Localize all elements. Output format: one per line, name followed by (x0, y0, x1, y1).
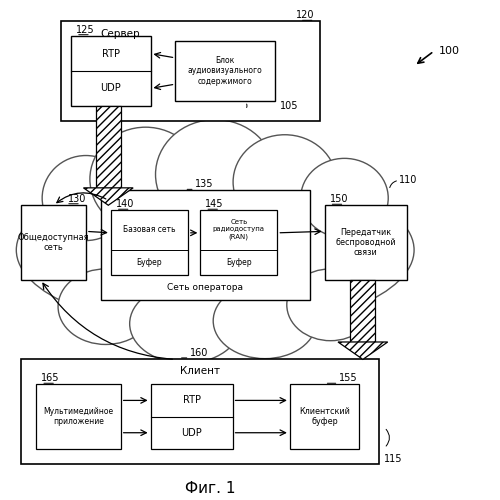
Polygon shape (338, 342, 388, 359)
Text: 100: 100 (439, 46, 460, 56)
Bar (150, 384, 232, 449)
Ellipse shape (90, 127, 202, 231)
Text: UDP: UDP (100, 84, 121, 94)
Bar (71, 36, 150, 106)
Bar (36, 384, 120, 449)
Text: 150: 150 (330, 194, 348, 204)
Bar (176, 41, 275, 101)
Ellipse shape (213, 283, 316, 358)
Text: RTP: RTP (102, 48, 120, 58)
Bar (200, 210, 278, 275)
Text: 120: 120 (296, 10, 314, 20)
Text: UDP: UDP (181, 428, 202, 438)
Text: 140: 140 (116, 200, 134, 209)
Text: 165: 165 (41, 374, 60, 384)
Bar (22, 360, 380, 464)
Bar (290, 384, 360, 449)
Text: IP-сеть: IP-сеть (222, 265, 258, 275)
Text: 130: 130 (68, 194, 86, 204)
Ellipse shape (16, 170, 414, 330)
Ellipse shape (300, 158, 388, 238)
Polygon shape (84, 188, 133, 205)
Text: Блок
аудиовизуального
содержимого: Блок аудиовизуального содержимого (188, 56, 262, 86)
Text: Мультимедийное
приложение: Мультимедийное приложение (44, 407, 114, 426)
Ellipse shape (287, 269, 374, 340)
Text: Общедоступная
сеть: Общедоступная сеть (18, 233, 90, 252)
Ellipse shape (130, 284, 241, 364)
Ellipse shape (233, 134, 336, 229)
Text: Сервер: Сервер (101, 28, 140, 38)
Text: 125: 125 (76, 24, 94, 34)
Text: 115: 115 (384, 454, 403, 464)
Text: 110: 110 (399, 176, 417, 186)
Ellipse shape (156, 120, 275, 229)
Text: Базовая сеть: Базовая сеть (123, 225, 176, 234)
Bar (101, 190, 310, 300)
Text: Буфер: Буфер (136, 258, 162, 267)
Ellipse shape (58, 269, 154, 344)
Ellipse shape (42, 156, 130, 240)
Text: 105: 105 (280, 101, 298, 111)
Text: 145: 145 (206, 200, 224, 209)
Bar (22, 205, 86, 280)
Text: Фиг. 1: Фиг. 1 (185, 481, 236, 496)
Text: Клиент: Клиент (180, 366, 220, 376)
Text: Буфер: Буфер (226, 258, 252, 267)
Text: 160: 160 (190, 348, 208, 358)
Bar (111, 210, 188, 275)
Polygon shape (96, 106, 120, 188)
Text: 135: 135 (195, 180, 214, 190)
Text: Передатчик
беспроводной
связи: Передатчик беспроводной связи (336, 228, 396, 258)
Bar (61, 22, 320, 120)
Text: Сеть оператора: Сеть оператора (168, 284, 244, 292)
Text: 155: 155 (338, 374, 357, 384)
Bar (324, 205, 406, 280)
Text: RTP: RTP (182, 396, 200, 406)
Text: Сеть
радиодоступа
(RAN): Сеть радиодоступа (RAN) (213, 220, 265, 240)
Text: Клиентский
буфер: Клиентский буфер (299, 407, 350, 426)
Polygon shape (350, 280, 376, 342)
